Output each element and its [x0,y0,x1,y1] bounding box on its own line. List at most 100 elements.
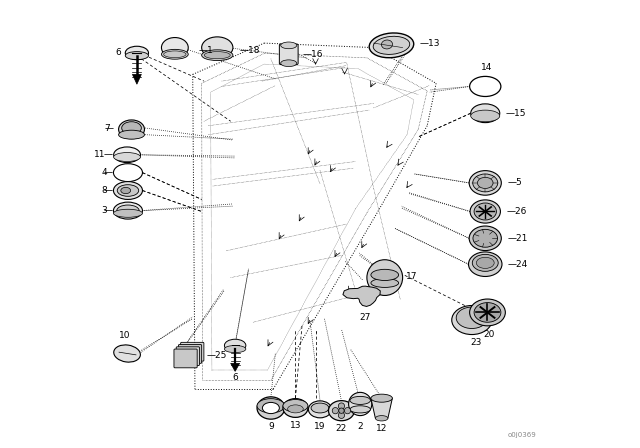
Ellipse shape [113,202,143,219]
Circle shape [349,392,372,416]
Ellipse shape [281,42,297,49]
Text: 20: 20 [483,330,495,339]
Circle shape [332,408,339,414]
Text: —24: —24 [508,260,528,269]
Ellipse shape [473,174,498,192]
Text: —16: —16 [303,50,324,59]
Text: 17: 17 [406,272,418,281]
Ellipse shape [472,254,498,271]
Text: —13: —13 [419,39,440,47]
FancyBboxPatch shape [176,347,200,366]
Ellipse shape [118,130,145,139]
Ellipse shape [113,181,143,199]
Ellipse shape [369,33,413,58]
Ellipse shape [113,164,143,181]
FancyBboxPatch shape [279,44,298,65]
Ellipse shape [161,38,188,58]
Text: o0j0369: o0j0369 [508,432,536,438]
Text: 4: 4 [102,168,108,177]
Text: —15: —15 [506,109,526,118]
Ellipse shape [262,402,279,414]
Ellipse shape [114,147,140,163]
Ellipse shape [283,399,308,418]
Ellipse shape [117,185,139,196]
Ellipse shape [477,177,493,189]
Ellipse shape [281,60,297,67]
Ellipse shape [125,52,148,60]
Ellipse shape [114,345,140,362]
Text: —21: —21 [508,234,528,243]
Ellipse shape [122,122,141,134]
Ellipse shape [373,36,410,54]
Polygon shape [230,363,239,371]
Circle shape [344,408,351,414]
Ellipse shape [452,306,492,335]
Text: 22: 22 [336,424,347,433]
Ellipse shape [371,279,399,288]
Text: 9: 9 [268,422,274,431]
Text: 7: 7 [104,124,110,133]
Ellipse shape [121,187,131,194]
Text: 2: 2 [357,422,363,431]
Text: —25: —25 [206,351,227,360]
Ellipse shape [114,152,140,161]
Text: —18: —18 [239,46,260,55]
Ellipse shape [456,307,488,328]
Circle shape [339,408,344,414]
Text: —26: —26 [507,207,527,216]
Ellipse shape [161,49,188,59]
Ellipse shape [371,269,399,280]
Text: 23: 23 [470,338,482,347]
Ellipse shape [118,120,145,139]
Text: 19: 19 [314,422,326,431]
Ellipse shape [202,37,233,58]
Ellipse shape [116,205,139,216]
Ellipse shape [474,302,501,322]
Ellipse shape [468,252,502,276]
Ellipse shape [225,339,246,352]
Polygon shape [371,398,392,418]
FancyBboxPatch shape [174,349,197,368]
Ellipse shape [257,397,285,419]
Text: —5: —5 [508,178,522,187]
Text: 12: 12 [376,424,387,433]
Ellipse shape [350,406,371,413]
Ellipse shape [311,403,329,413]
Ellipse shape [473,229,497,247]
Text: 27: 27 [359,313,371,322]
Text: —: — [103,168,113,177]
Text: 14: 14 [481,63,492,72]
Ellipse shape [376,416,388,421]
Ellipse shape [470,77,501,96]
Ellipse shape [350,396,371,405]
Ellipse shape [308,401,332,418]
Ellipse shape [381,40,392,49]
Text: 3: 3 [102,206,108,215]
Text: 10: 10 [119,331,131,340]
Polygon shape [343,286,380,306]
Text: —: — [103,186,113,195]
Text: 13: 13 [290,422,301,431]
Text: 11: 11 [94,150,106,159]
Text: 6: 6 [115,47,121,56]
Ellipse shape [471,104,500,123]
Ellipse shape [474,203,497,220]
Ellipse shape [471,110,500,122]
Circle shape [367,260,403,296]
Text: 6: 6 [232,373,238,382]
Ellipse shape [470,200,500,223]
Ellipse shape [125,46,148,60]
Ellipse shape [371,394,392,402]
Ellipse shape [283,400,308,412]
Ellipse shape [470,299,506,326]
Ellipse shape [225,345,246,353]
Ellipse shape [469,226,501,250]
Ellipse shape [328,401,355,421]
FancyBboxPatch shape [179,345,202,363]
Text: —: — [103,150,113,159]
Text: 8: 8 [102,186,108,195]
Text: —1: —1 [198,46,213,55]
Circle shape [339,403,344,409]
FancyBboxPatch shape [180,342,204,361]
Ellipse shape [257,399,285,413]
